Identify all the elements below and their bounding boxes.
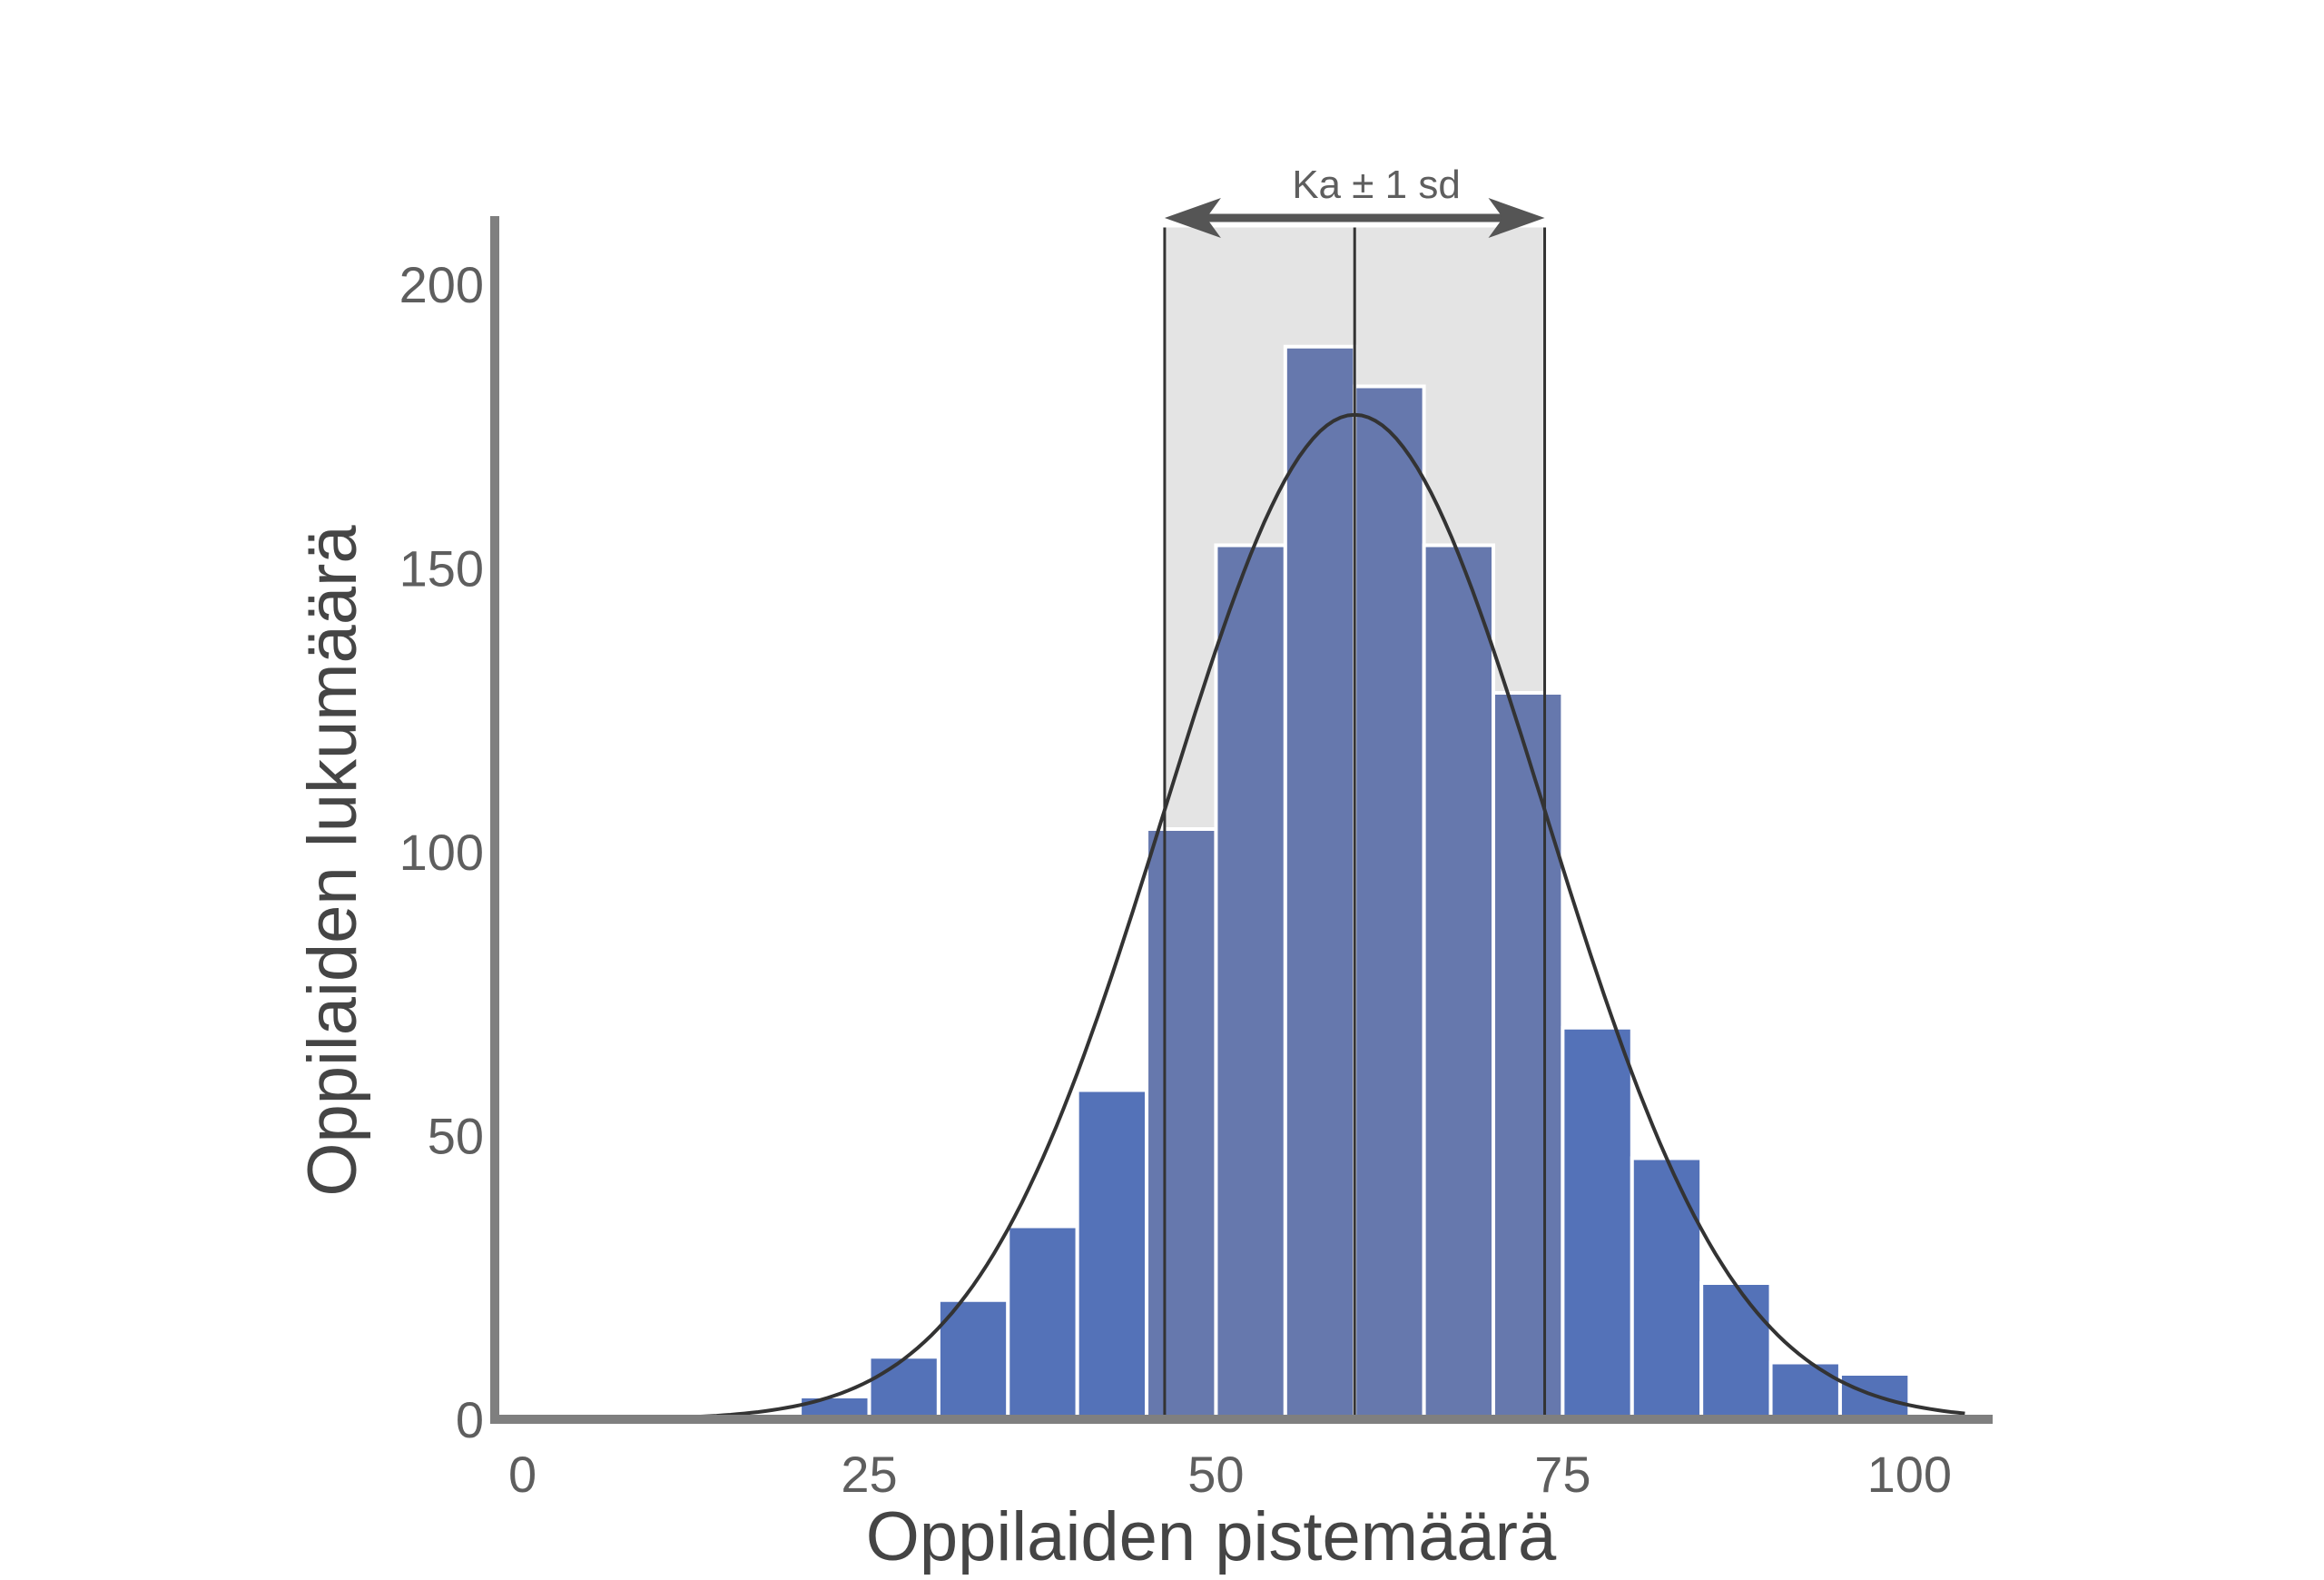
histogram-bar xyxy=(1214,543,1287,1421)
histogram-bar xyxy=(1768,1360,1842,1421)
x-axis-title: Oppilaiden pistemäärä xyxy=(866,1498,1557,1575)
sd-annotation: Ka ± 1 sd xyxy=(1292,163,1461,207)
histogram-bar xyxy=(1422,543,1495,1421)
y-axis-title: Oppilaiden lukumäärä xyxy=(294,525,371,1197)
tick-labels-layer: 0 25 50 75 100 0 50 100 150 200 xyxy=(399,256,1952,1503)
histogram-bar xyxy=(1006,1224,1079,1421)
x-tick-label: 0 xyxy=(508,1446,537,1503)
histogram-bar xyxy=(1492,691,1565,1421)
x-tick-label: 25 xyxy=(841,1446,897,1503)
bars-layer xyxy=(659,344,1912,1421)
histogram-bar xyxy=(1145,827,1218,1421)
sd-arrow-right-head xyxy=(1488,198,1545,238)
sd-arrow-left-head xyxy=(1164,198,1221,238)
histogram-bar xyxy=(1561,1025,1634,1421)
y-tick-label: 100 xyxy=(399,824,484,881)
y-tick-label: 150 xyxy=(399,540,484,597)
normal-curve xyxy=(522,412,1965,1421)
histogram-bar xyxy=(936,1298,1010,1421)
lines-layer xyxy=(522,198,1965,1421)
histogram-bar xyxy=(1699,1281,1773,1421)
histogram-bar xyxy=(1283,344,1357,1421)
histogram-bar xyxy=(867,1355,940,1421)
histogram-bar xyxy=(1075,1088,1149,1421)
y-tick-label: 50 xyxy=(428,1108,484,1165)
y-tick-label: 0 xyxy=(456,1391,484,1448)
x-tick-label: 100 xyxy=(1867,1446,1952,1503)
x-tick-label: 50 xyxy=(1187,1446,1244,1503)
histogram-bar xyxy=(1630,1156,1704,1421)
x-tick-label: 75 xyxy=(1534,1446,1590,1503)
y-tick-label: 200 xyxy=(399,256,484,313)
histogram-bar xyxy=(1353,384,1426,1421)
axes-layer xyxy=(490,216,1993,1424)
